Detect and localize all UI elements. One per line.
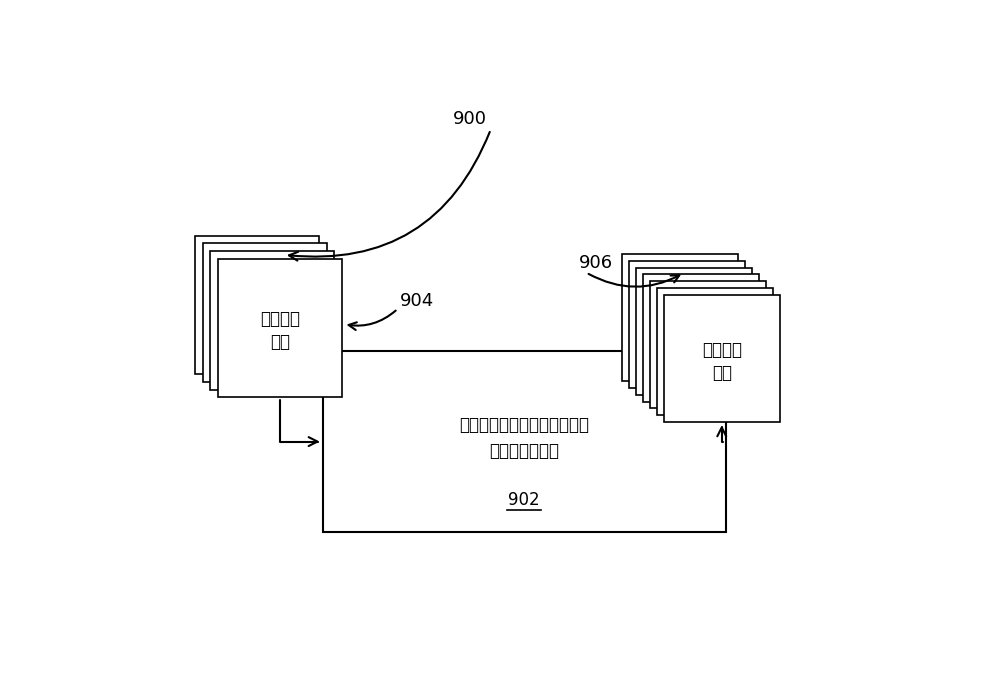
- Bar: [195, 235, 319, 374]
- Text: 900: 900: [453, 109, 487, 128]
- Bar: [657, 288, 773, 415]
- Bar: [210, 251, 334, 390]
- Bar: [664, 295, 780, 422]
- Text: 输出训练: 输出训练: [702, 341, 742, 358]
- Bar: [629, 260, 745, 388]
- Text: 反应扩散滤波器: 反应扩散滤波器: [489, 442, 559, 460]
- Bar: [650, 282, 766, 409]
- Bar: [202, 243, 326, 382]
- Bar: [622, 254, 738, 381]
- Text: 图像: 图像: [270, 333, 290, 351]
- Text: 902: 902: [508, 491, 540, 509]
- Text: 906: 906: [578, 254, 612, 271]
- Text: 904: 904: [400, 292, 434, 310]
- Text: 基于深度学习的可训练非线性: 基于深度学习的可训练非线性: [459, 415, 589, 434]
- Bar: [323, 351, 726, 532]
- Bar: [643, 275, 759, 401]
- Bar: [218, 258, 342, 397]
- Text: 图像: 图像: [712, 364, 732, 381]
- Text: 输入训练: 输入训练: [260, 310, 300, 328]
- Bar: [636, 267, 752, 394]
